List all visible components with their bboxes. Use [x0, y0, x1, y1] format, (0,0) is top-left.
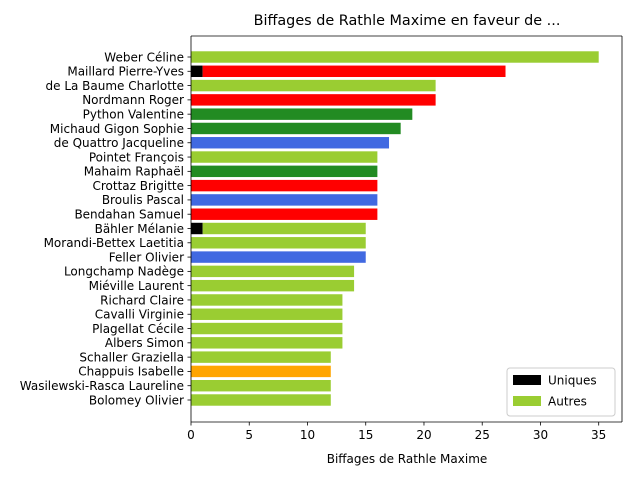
y-tick-label: Michaud Gigon Sophie	[50, 122, 184, 136]
bar-autres	[191, 279, 355, 292]
y-tick-label: Schaller Graziella	[79, 350, 184, 364]
y-tick-label: de Quattro Jacqueline	[54, 136, 184, 150]
x-tick-label: 35	[591, 428, 606, 442]
y-tick-label: Python Valentine	[83, 107, 184, 121]
legend-swatch	[513, 396, 541, 406]
bar-autres	[191, 265, 355, 278]
legend: Uniques Autres	[506, 367, 616, 417]
y-tick-label: Mahaim Raphaël	[84, 165, 184, 179]
chart-title: Biffages de Rathle Maxime en faveur de .…	[254, 13, 561, 29]
bar-autres	[191, 365, 331, 378]
bar-autres	[191, 308, 343, 320]
bars-layer	[191, 51, 599, 406]
y-tick-label: Crottaz Brigitte	[92, 179, 184, 193]
x-tick-label: 15	[358, 428, 373, 442]
y-tick-label: Weber Céline	[104, 50, 184, 64]
y-tick-label: Morandi-Bettex Laetitia	[44, 236, 184, 250]
y-tick-label: Longchamp Nadège	[64, 265, 184, 279]
bar-autres	[202, 222, 366, 235]
bar-uniques	[191, 65, 203, 78]
bar-autres	[191, 179, 378, 192]
bar-autres	[191, 379, 331, 392]
x-tick-label: 5	[245, 428, 253, 442]
x-tick-label: 30	[533, 428, 548, 442]
y-tick-label: Plagellat Cécile	[92, 322, 184, 336]
y-tick-label: Wasilewski-Rasca Laureline	[20, 379, 184, 393]
y-tick-label: Bähler Mélanie	[95, 222, 184, 236]
x-tick-label: 25	[475, 428, 490, 442]
x-tick-label: 0	[187, 428, 195, 442]
y-tick-label: Pointet François	[89, 150, 184, 164]
y-tick-label: de La Baume Charlotte	[46, 79, 185, 93]
x-tick-label: 20	[416, 428, 431, 442]
axes-layer	[190, 35, 623, 423]
y-tick-label: Feller Olivier	[109, 250, 184, 264]
bar-autres	[191, 165, 378, 178]
y-tick-label: Chappuis Isabelle	[78, 365, 184, 379]
legend-label: Autres	[548, 395, 587, 409]
y-tick-label: Richard Claire	[100, 293, 184, 307]
bar-autres	[191, 351, 331, 363]
y-tick-label: Albers Simon	[105, 336, 184, 350]
bar-autres	[191, 137, 390, 149]
bar-autres	[191, 251, 366, 263]
y-tick-label: Miéville Laurent	[89, 279, 185, 293]
bar-autres	[191, 394, 331, 406]
bar-autres	[191, 194, 378, 206]
bar-autres	[191, 151, 378, 163]
bar-autres	[191, 122, 401, 135]
y-tick-label: Cavalli Virginie	[95, 308, 184, 322]
y-tick-label: Bolomey Olivier	[89, 393, 184, 407]
bar-autres	[191, 337, 343, 349]
bar-autres	[191, 94, 436, 106]
bar-autres	[191, 79, 436, 92]
bar-autres	[191, 51, 599, 63]
bar-autres	[191, 322, 343, 335]
bar-autres	[191, 237, 366, 249]
y-tick-label: Nordmann Roger	[82, 93, 184, 107]
legend-label: Uniques	[548, 374, 597, 388]
bar-autres	[191, 294, 343, 306]
x-tick-label: 10	[300, 428, 315, 442]
bar-autres	[191, 208, 378, 220]
bar-autres	[202, 65, 506, 78]
y-tick-label: Maillard Pierre-Yves	[67, 65, 184, 79]
y-tick-label: Broulis Pascal	[102, 193, 184, 207]
legend-swatch	[513, 375, 541, 385]
x-axis-label: Biffages de Rathle Maxime	[327, 452, 488, 466]
bar-autres	[191, 108, 413, 120]
bar-uniques	[191, 222, 203, 235]
y-tick-label: Bendahan Samuel	[74, 208, 184, 222]
